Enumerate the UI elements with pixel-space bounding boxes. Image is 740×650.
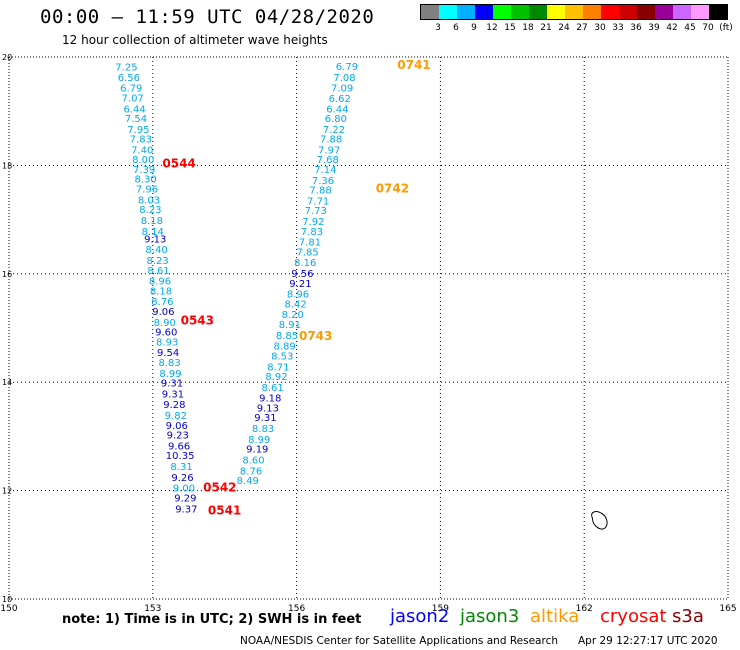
wave-height-value: 9.26 — [171, 473, 193, 484]
pass-time-label: 0541 — [208, 503, 241, 517]
legend-item-altika: altika — [530, 606, 579, 627]
wave-height-value: 8.61 — [147, 266, 169, 277]
wave-height-value: 9.06 — [152, 307, 174, 318]
pass-time-label: 0741 — [397, 58, 430, 72]
pass-time-label: 0743 — [299, 329, 332, 343]
credit-text: NOAA/NESDIS Center for Satellite Applica… — [240, 635, 558, 647]
wave-height-value: 7.14 — [314, 165, 336, 176]
wave-height-value: 8.18 — [141, 216, 163, 227]
wave-height-value: 8.40 — [146, 245, 168, 256]
legend-item-cryosat: cryosat — [600, 606, 666, 627]
legend-item-jason2: jason2 — [390, 606, 449, 627]
wave-height-value: 8.42 — [285, 299, 307, 310]
wave-height-value: 7.73 — [305, 206, 327, 217]
generated-timestamp: Apr 29 12:27:17 UTC 2020 — [578, 635, 718, 647]
wave-height-value: 10.35 — [166, 451, 195, 462]
wave-height-value: 9.21 — [289, 279, 311, 290]
wave-height-value: 7.07 — [122, 93, 144, 104]
wave-height-value: 8.49 — [237, 476, 259, 487]
x-tick-label: 150 — [0, 604, 17, 614]
wave-height-value: 8.53 — [271, 351, 293, 362]
wave-height-chart: 150 153 156 159 162 1651012141618207.256.566.… — [0, 0, 740, 650]
pass-time-label: 0544 — [162, 157, 195, 171]
pass-time-label: 0543 — [181, 314, 214, 328]
wave-height-value: 9.31 — [161, 379, 183, 390]
wave-height-value: 9.19 — [246, 445, 268, 456]
y-tick-label: 14 — [2, 378, 12, 387]
y-tick-label: 20 — [2, 53, 12, 62]
y-tick-label: 18 — [2, 161, 12, 170]
wave-height-value: 8.83 — [252, 424, 274, 435]
wave-height-value: 7.88 — [309, 186, 331, 197]
wave-height-value: 9.13 — [144, 234, 166, 245]
pass-time-label: 0742 — [376, 182, 409, 196]
wave-height-value: 7.88 — [320, 135, 342, 146]
y-tick-label: 10 — [2, 595, 12, 604]
wave-height-value: 6.80 — [325, 114, 347, 125]
wave-height-value: 8.60 — [242, 456, 264, 467]
island-outline — [592, 512, 607, 529]
wave-height-value: 7.83 — [301, 227, 323, 238]
wave-height-value: 9.31 — [162, 389, 184, 400]
wave-height-value: 9.28 — [163, 400, 185, 411]
y-tick-label: 16 — [2, 270, 12, 279]
wave-height-value: 9.23 — [167, 431, 189, 442]
x-tick-label: 165 — [719, 604, 736, 614]
y-tick-label: 12 — [2, 487, 12, 496]
wave-height-value: 7.08 — [333, 73, 355, 84]
wave-height-value: 7.83 — [130, 135, 152, 146]
wave-height-value: 8.23 — [139, 205, 161, 216]
wave-height-value: 7.54 — [125, 114, 147, 125]
wave-height-value: 9.37 — [175, 504, 197, 515]
wave-height-value: 8.93 — [156, 337, 178, 348]
wave-height-value: 9.29 — [174, 493, 196, 504]
wave-height-value: 7.96 — [136, 185, 158, 196]
wave-height-value: 8.83 — [158, 358, 180, 369]
chart-note: note: 1) Time is in UTC; 2) SWH is in fe… — [62, 612, 361, 627]
wave-height-value: 8.18 — [150, 286, 172, 297]
legend-item-jason3: jason3 — [460, 606, 519, 627]
wave-height-value: 8.61 — [262, 383, 284, 394]
legend-item-s3a: s3a — [672, 606, 704, 627]
wave-height-value: 8.31 — [170, 462, 192, 473]
wave-height-value: 8.16 — [294, 258, 316, 269]
wave-height-value: 6.79 — [336, 62, 358, 73]
wave-height-value: 8.91 — [279, 320, 301, 331]
wave-height-value: 9.31 — [254, 413, 276, 424]
wave-height-value: 7.85 — [296, 247, 318, 258]
wave-height-value: 8.85 — [276, 331, 298, 342]
pass-time-label: 0542 — [203, 481, 236, 495]
wave-height-value: 6.56 — [118, 73, 140, 84]
wave-height-value: 8.92 — [265, 372, 287, 383]
